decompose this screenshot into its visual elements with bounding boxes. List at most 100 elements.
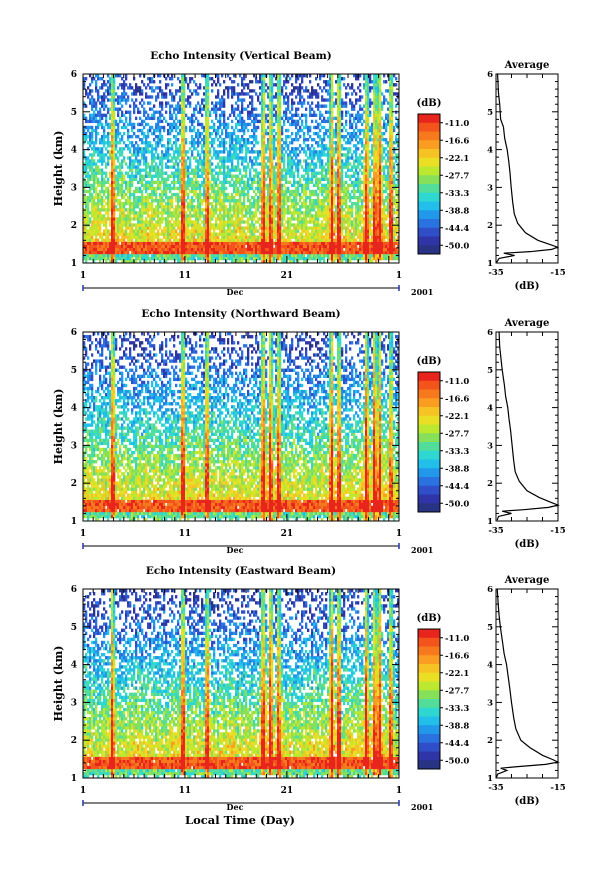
heatmap-cell: [151, 198, 154, 203]
heatmap-cell: [89, 211, 92, 215]
heatmap-cell: [259, 171, 262, 175]
heatmap-cell: [185, 241, 188, 246]
heatmap-cell: [183, 80, 186, 84]
heatmap-cell: [235, 253, 238, 258]
heatmap-cell: [287, 134, 290, 139]
heatmap-cell: [143, 238, 146, 242]
heatmap-cell: [195, 92, 198, 96]
heatmap-cell: [259, 256, 262, 261]
heatmap-cell: [283, 189, 286, 194]
heatmap-cell: [285, 150, 288, 154]
heatmap-cell: [233, 250, 236, 255]
heatmap-cell: [249, 159, 252, 163]
heatmap-cell: [139, 128, 142, 133]
heatmap-cell: [117, 171, 120, 175]
heatmap-cell: [155, 98, 158, 102]
heatmap-cell: [193, 238, 196, 242]
heatmap-cell: [83, 86, 86, 90]
heatmap-cell: [137, 220, 140, 224]
heatmap-cell: [129, 83, 132, 87]
heatmap-cell: [113, 168, 116, 172]
heatmap-cell: [183, 217, 186, 221]
heatmap-cell: [241, 92, 244, 96]
heatmap-cell: [239, 168, 242, 172]
heatmap-cell: [311, 229, 314, 233]
heatmap-cell: [287, 205, 290, 209]
heatmap-cell: [93, 198, 96, 203]
heatmap-cell: [143, 168, 146, 172]
heatmap-cell: [287, 223, 290, 227]
heatmap-cell: [237, 159, 240, 163]
heatmap-cell: [167, 74, 170, 78]
heatmap-cell: [267, 125, 270, 130]
heatmap-cell: [97, 183, 100, 188]
heatmap-cell: [181, 195, 184, 200]
heatmap-cell: [129, 116, 132, 121]
heatmap-cell: [245, 147, 248, 151]
heatmap-cell: [121, 180, 124, 185]
heatmap-cell: [227, 74, 230, 78]
heatmap-cell: [127, 238, 130, 242]
heatmap-cell: [261, 95, 264, 99]
heatmap-cell: [109, 183, 112, 188]
heatmap-cell: [191, 134, 194, 139]
heatmap-cell: [113, 92, 116, 96]
heatmap-cell: [297, 183, 300, 188]
heatmap-cell: [145, 165, 148, 169]
heatmap-cell: [199, 205, 202, 209]
heatmap-cell: [103, 104, 106, 108]
heatmap-cell: [183, 116, 186, 121]
heatmap-cell: [301, 119, 304, 124]
heatmap-cell: [175, 211, 178, 215]
heatmap-cell: [245, 211, 248, 215]
heatmap-cell: [125, 192, 128, 197]
heatmap-cell: [271, 208, 274, 212]
heatmap-cell: [209, 244, 212, 249]
heatmap-cell: [201, 229, 204, 233]
heatmap-cell: [205, 122, 208, 127]
heatmap-cell: [157, 211, 160, 215]
heatmap-cell: [233, 186, 236, 191]
heatmap-cell: [157, 141, 160, 145]
heatmap-cell: [243, 198, 246, 203]
heatmap-cell: [303, 223, 306, 227]
heatmap-cell: [287, 144, 290, 148]
heatmap-cell: [291, 162, 294, 166]
heatmap-cell: [101, 83, 104, 87]
heatmap-cell: [241, 159, 244, 163]
heatmap-cell: [277, 156, 280, 160]
heatmap-cell: [121, 256, 124, 261]
heatmap-cell: [209, 259, 212, 264]
heatmap-cell: [249, 198, 252, 203]
heatmap-cell: [279, 153, 282, 157]
heatmap-cell: [241, 253, 244, 258]
heatmap-cell: [175, 159, 178, 163]
heatmap-cell: [231, 162, 234, 166]
heatmap-cell: [153, 214, 156, 218]
heatmap-cell: [295, 217, 298, 221]
heatmap-cell: [297, 244, 300, 249]
heatmap-cell: [279, 238, 282, 242]
heatmap-cell: [115, 183, 118, 188]
heatmap-cell: [279, 253, 282, 258]
heatmap-cell: [197, 131, 200, 136]
heatmap-cell: [85, 217, 88, 221]
heatmap-cell: [189, 189, 192, 194]
heatmap-cell: [107, 107, 110, 111]
heatmap-cell: [251, 159, 254, 163]
heatmap-cell: [247, 116, 250, 121]
heatmap-cell: [141, 232, 144, 236]
heatmap-cell: [231, 214, 234, 218]
heatmap-cell: [97, 177, 100, 181]
heatmap-cell: [205, 208, 208, 212]
heatmap-cell: [125, 202, 128, 206]
heatmap-cell: [135, 89, 138, 93]
heatmap-cell: [187, 220, 190, 224]
heatmap-cell: [233, 205, 236, 209]
heatmap-cell: [137, 107, 140, 111]
heatmap-cell: [277, 174, 280, 178]
heatmap-cell: [197, 134, 200, 139]
heatmap-cell: [249, 211, 252, 215]
heatmap-cell: [127, 171, 130, 175]
heatmap-cell: [205, 104, 208, 108]
